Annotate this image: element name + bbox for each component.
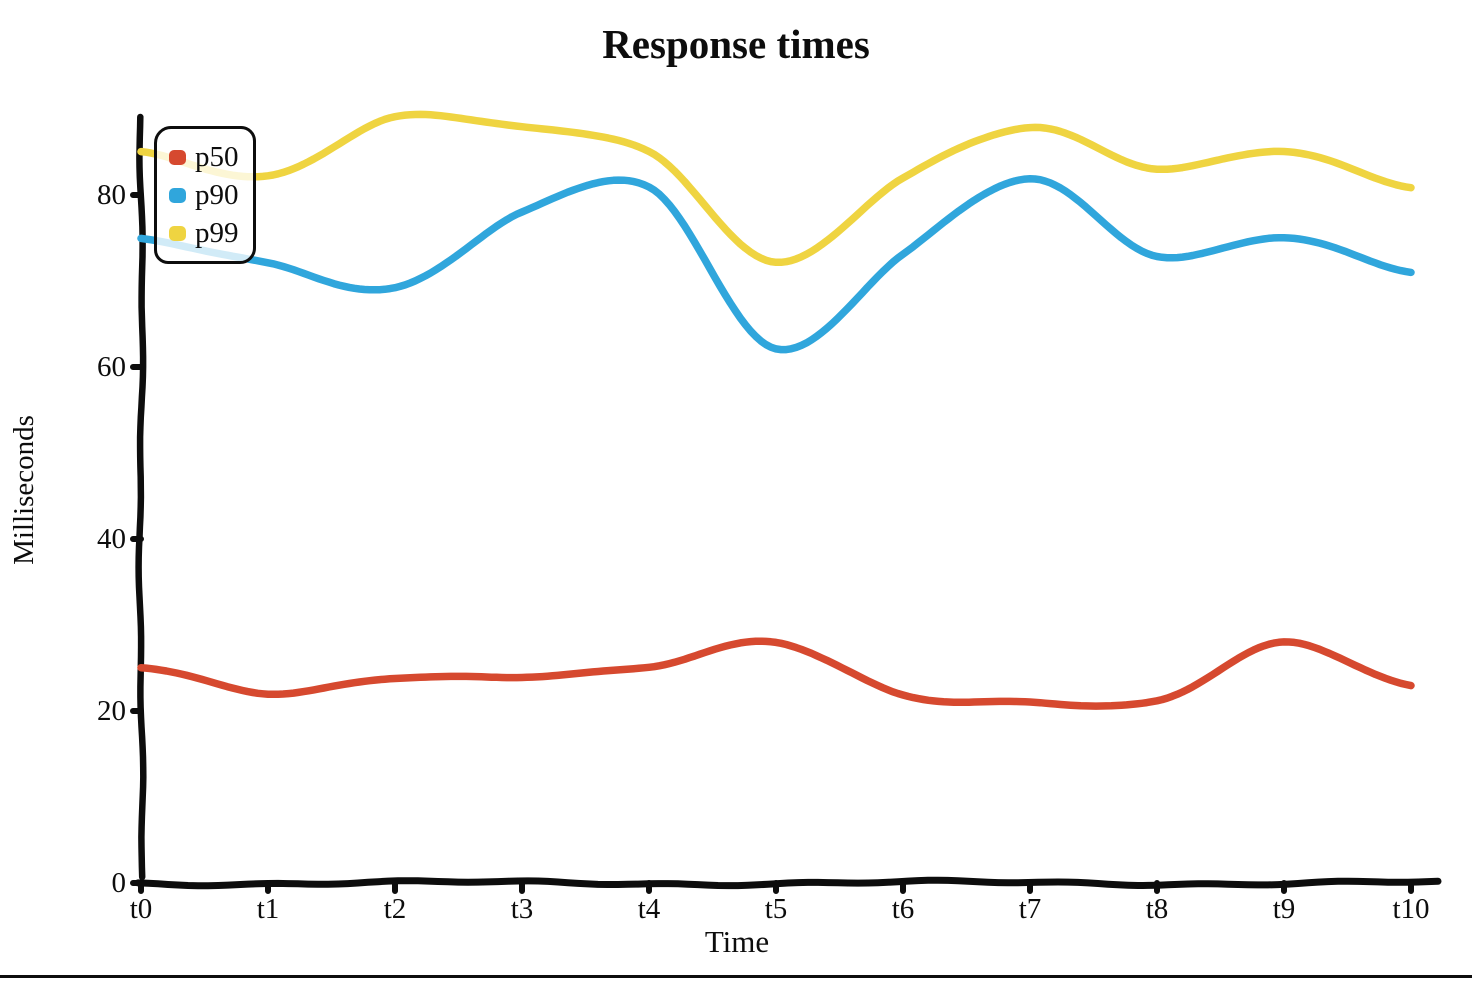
x-axis-line	[134, 876, 1442, 890]
series-line-p50	[137, 637, 1415, 710]
x-tick-label-t10: t10	[1392, 893, 1430, 925]
series-line-p99	[137, 110, 1415, 267]
x-tick-label-t5: t5	[764, 893, 788, 925]
legend-swatch-p99	[169, 225, 186, 241]
legend-swatch-p50	[169, 149, 186, 165]
y-tick-label-80: 80	[97, 179, 126, 211]
screenshot-bottom-border	[0, 975, 1472, 978]
legend-item-p99: p99	[169, 215, 239, 251]
x-tick-label-t0: t0	[129, 893, 153, 925]
y-tick-label-40: 40	[97, 523, 126, 555]
x-tick-label-t2: t2	[383, 893, 407, 925]
x-tick-label-t4: t4	[637, 893, 661, 925]
legend-box: p50 p90 p99	[154, 126, 256, 264]
x-tick-label-t9: t9	[1272, 893, 1296, 925]
chart-title: Response times	[602, 21, 870, 67]
y-tick-label-0: 0	[111, 867, 127, 899]
y-tick-label-60: 60	[97, 351, 126, 383]
y-axis-title: Milliseconds	[8, 415, 40, 565]
x-tick-label-t3: t3	[510, 893, 534, 925]
y-axis-line	[135, 113, 147, 881]
x-tick-label-t6: t6	[891, 893, 915, 925]
x-axis-title: Time	[704, 924, 770, 959]
legend-item-p50: p50	[169, 139, 239, 175]
y-tick-label-20: 20	[97, 695, 126, 727]
legend-item-p90: p90	[169, 177, 239, 213]
x-tick-label-t8: t8	[1145, 893, 1169, 925]
legend-swatch-p90	[169, 187, 186, 203]
series-line-p90	[137, 175, 1415, 354]
legend-label-p90: p90	[195, 179, 239, 211]
legend-label-p50: p50	[195, 141, 239, 173]
x-tick-label-t7: t7	[1018, 893, 1042, 925]
axis-tick-marks	[130, 192, 1414, 894]
x-tick-label-t1: t1	[256, 893, 280, 925]
legend-label-p99: p99	[195, 217, 239, 249]
